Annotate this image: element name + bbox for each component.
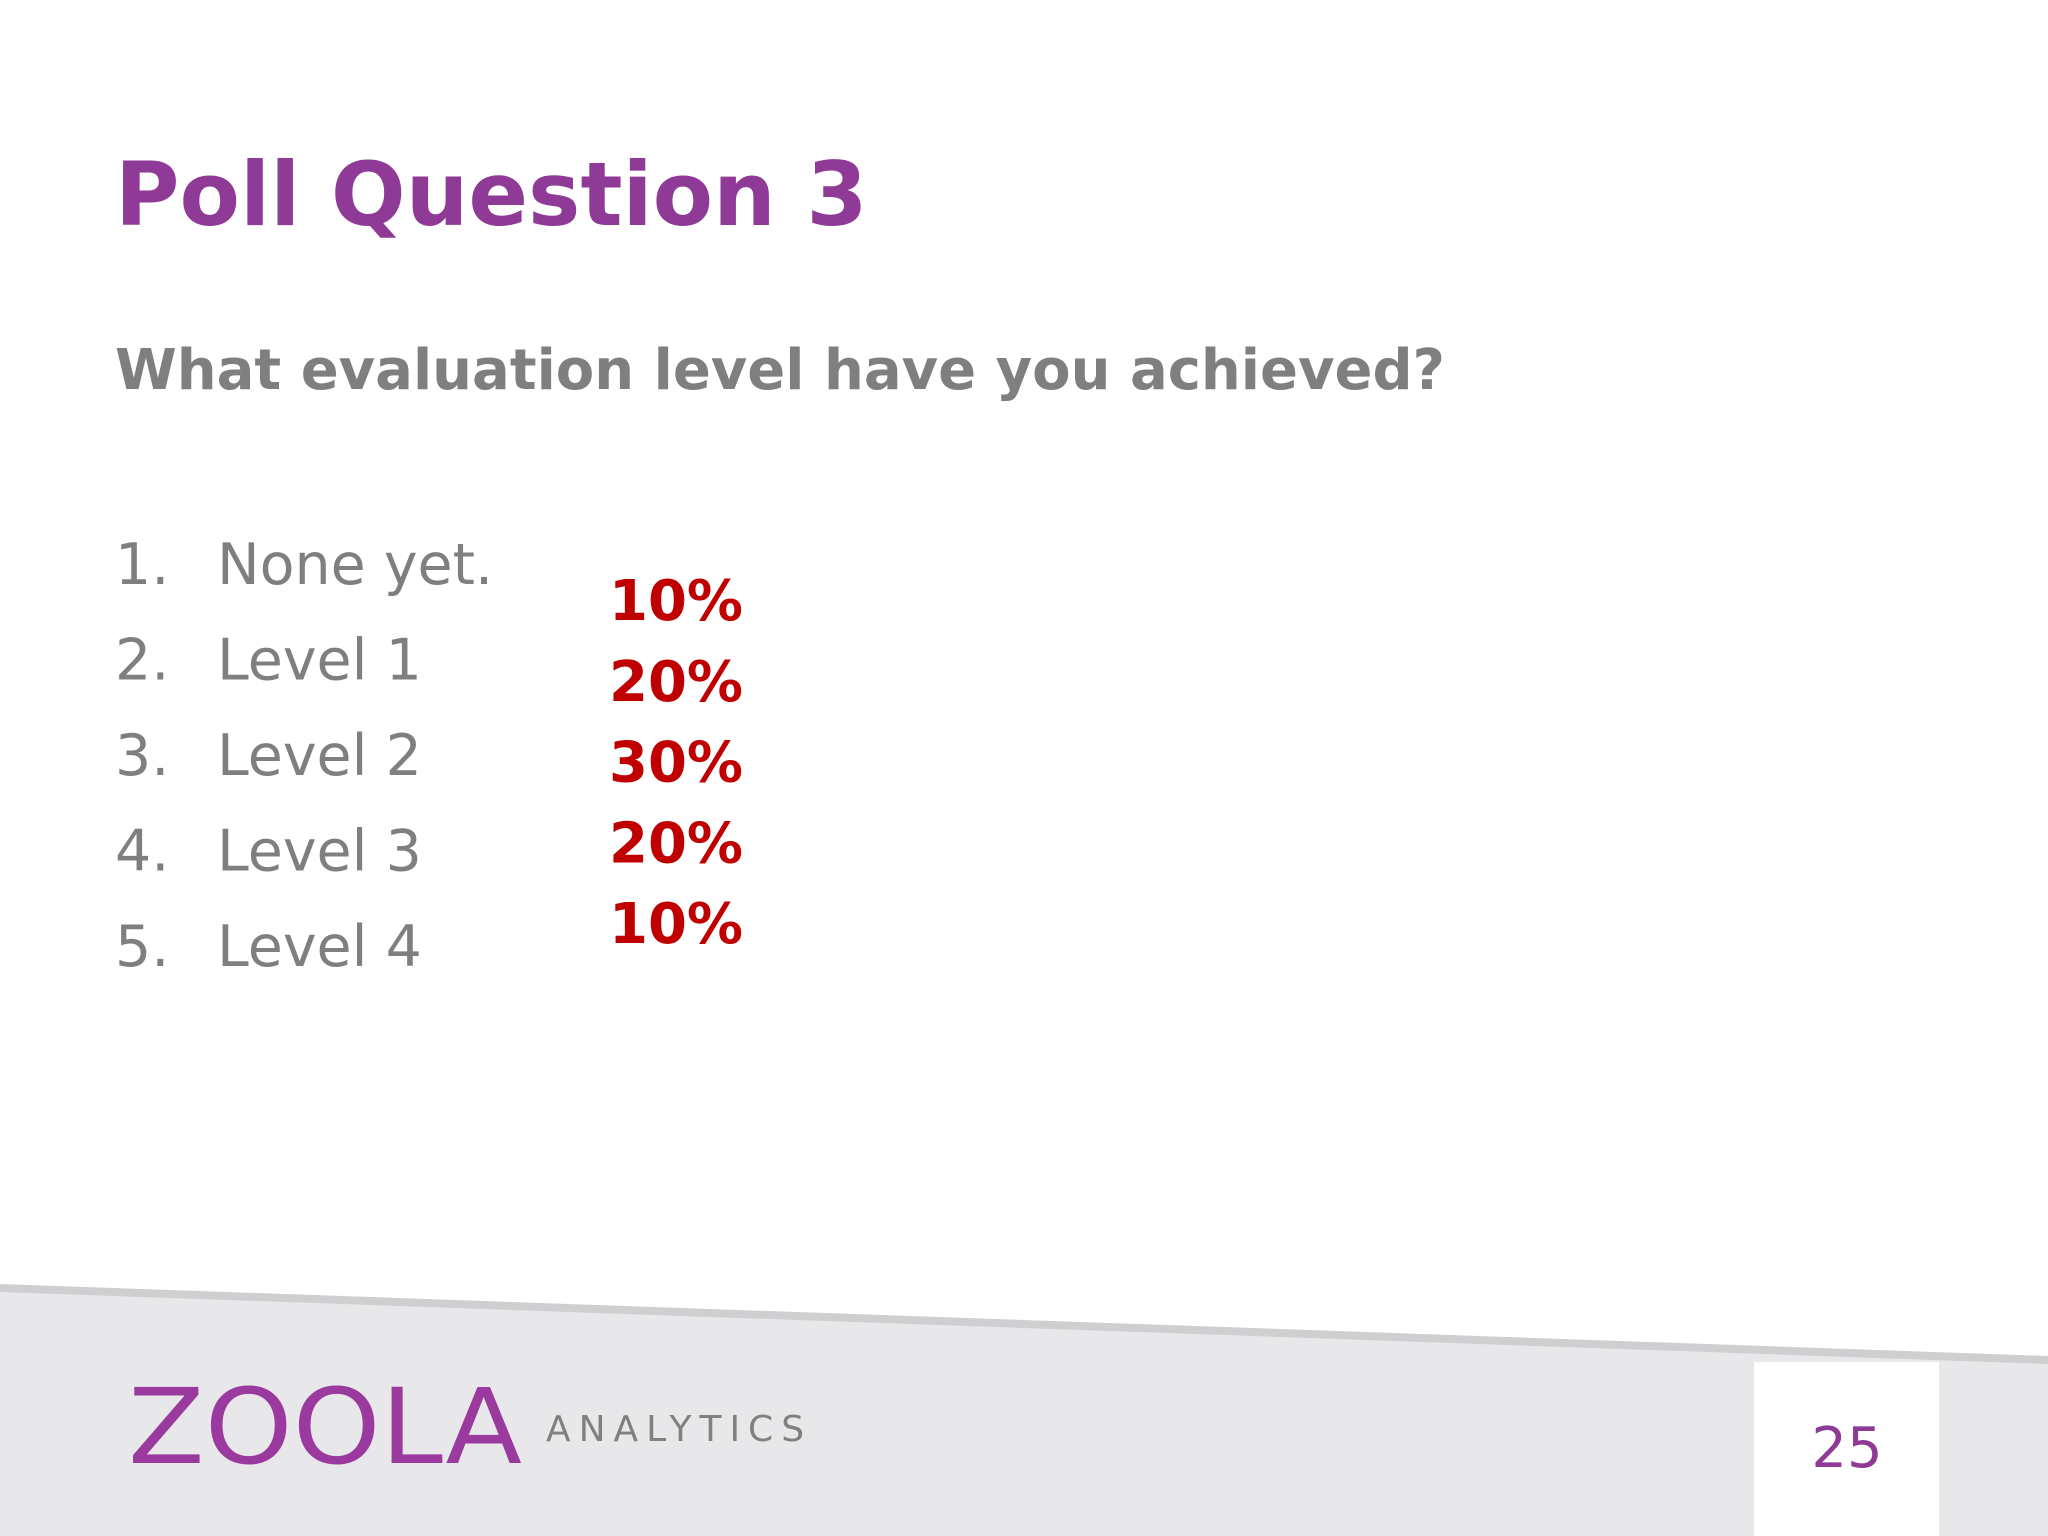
options-list: 1. None yet. 10% 2. Level 1 20% 3. Level 2 30% 4.… xyxy=(115,532,743,980)
option-label: None yet. xyxy=(217,532,493,598)
question: What evaluation level have you achieved? xyxy=(115,338,1445,403)
option-result: 20% xyxy=(609,811,743,876)
option-label: Level 2 xyxy=(217,723,422,789)
page-number-box xyxy=(1754,1362,1939,1536)
option-label: Level 1 xyxy=(217,628,422,694)
option-number: 4. xyxy=(115,819,169,885)
slide-title: Poll Question 3 xyxy=(115,143,868,246)
option-result: 10% xyxy=(609,892,743,957)
option-number: 3. xyxy=(115,723,169,789)
footer-band xyxy=(0,1286,2048,1536)
footer-edge xyxy=(0,1284,2048,1364)
option-number: 2. xyxy=(115,628,169,694)
option-result: 20% xyxy=(609,650,743,715)
option-label: Level 4 xyxy=(217,914,422,980)
option-result: 30% xyxy=(609,731,743,796)
option-number: 1. xyxy=(115,532,169,598)
brand-logo: ZOOLA xyxy=(128,1366,522,1488)
option-result: 10% xyxy=(609,569,743,634)
page-number: 25 xyxy=(1811,1416,1882,1481)
option-label: Level 3 xyxy=(217,819,422,885)
option-number: 5. xyxy=(115,914,169,980)
brand-suffix: ANALYTICS xyxy=(546,1409,812,1450)
